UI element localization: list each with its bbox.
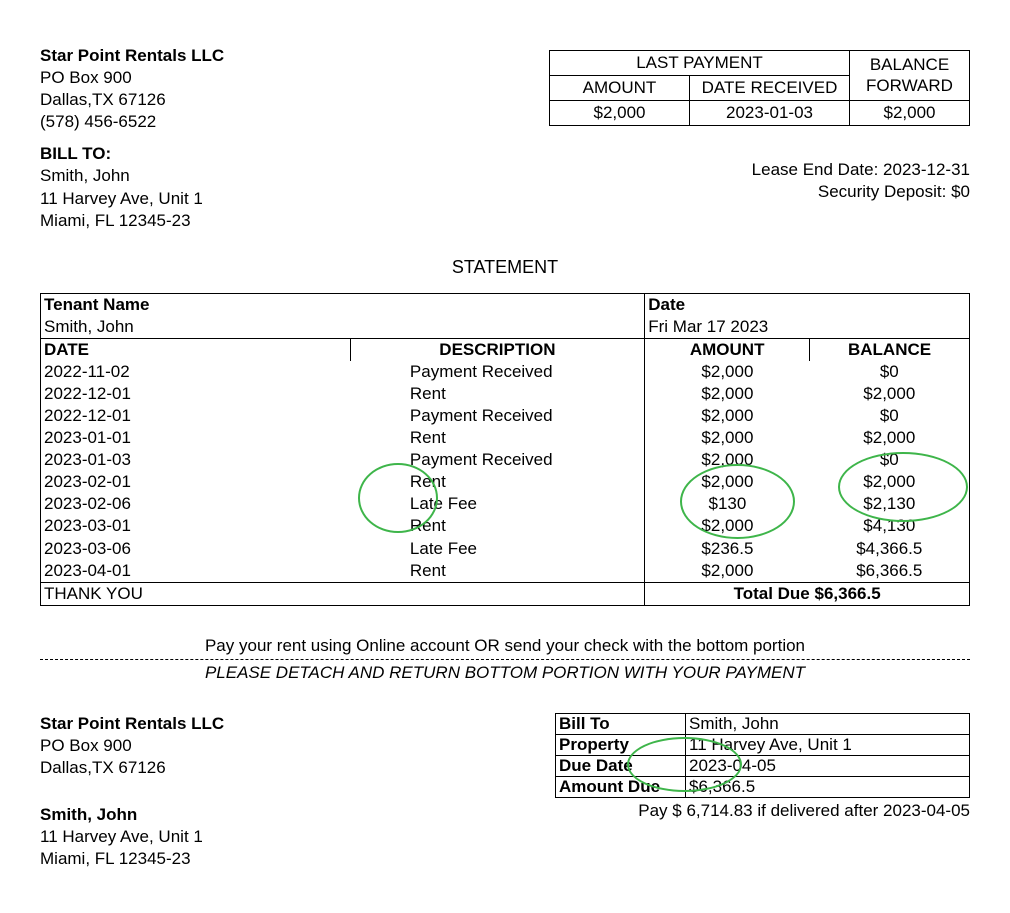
stmt-date-value: Fri Mar 17 2023	[645, 316, 970, 339]
lease-end-date: Lease End Date: 2023-12-31	[752, 159, 970, 181]
tx-description: Payment Received	[350, 449, 644, 471]
tx-description: Payment Received	[350, 361, 644, 383]
pay-instruction: Pay your rent using Online account OR se…	[40, 636, 970, 656]
statement-table: Tenant Name Date Smith, John Fri Mar 17 …	[40, 293, 970, 606]
tx-description: Rent	[350, 383, 644, 405]
tx-balance: $4,130	[810, 515, 969, 537]
balance-forward-label: BALANCE FORWARD	[850, 51, 970, 101]
tx-amount: $2,000	[645, 361, 809, 383]
tx-amount: $2,000	[645, 471, 809, 493]
last-payment-label: LAST PAYMENT	[550, 51, 850, 76]
bill-to-label: BILL TO:	[40, 143, 203, 165]
stub-billto-value: Smith, John	[686, 713, 970, 734]
tx-date: 2023-02-06	[41, 493, 350, 515]
company-address2: Dallas,TX 67126	[40, 89, 224, 111]
stub-property-value: 11 Harvey Ave, Unit 1	[686, 734, 970, 755]
stub-tenant-name: Smith, John	[40, 804, 224, 826]
bill-to-address1: 11 Harvey Ave, Unit 1	[40, 188, 203, 210]
summary-amount: $2,000	[550, 101, 690, 126]
tx-amount: $2,000	[645, 405, 809, 427]
security-deposit: Security Deposit: $0	[752, 181, 970, 203]
tx-amount: $2,000	[645, 560, 809, 582]
thank-you: THANK YOU	[41, 582, 645, 605]
tx-balance: $4,366.5	[810, 538, 969, 560]
tx-date: 2023-01-03	[41, 449, 350, 471]
detach-msg: PLEASE DETACH AND RETURN BOTTOM PORTION …	[40, 663, 970, 683]
summary-date-received: 2023-01-03	[690, 101, 850, 126]
tx-description: Late Fee	[350, 538, 644, 560]
tx-balance: $6,366.5	[810, 560, 969, 582]
stub-duedate-label: Due Date	[556, 755, 686, 776]
amount-label: AMOUNT	[550, 76, 690, 101]
stub-duedate-value: 2023-04-05	[686, 755, 970, 776]
detach-line-divider	[40, 659, 970, 660]
tx-amount: $2,000	[645, 427, 809, 449]
tx-balance: $2,000	[810, 427, 969, 449]
tx-date: 2023-04-01	[41, 560, 350, 582]
tx-amount: $2,000	[645, 515, 809, 537]
tx-description: Rent	[350, 427, 644, 449]
tx-amount: $2,000	[645, 383, 809, 405]
tx-date: 2023-03-06	[41, 538, 350, 560]
tx-date: 2023-03-01	[41, 515, 350, 537]
bill-to-block: BILL TO: Smith, John 11 Harvey Ave, Unit…	[40, 143, 203, 231]
tx-date: 2022-11-02	[41, 361, 350, 383]
col-description: DESCRIPTION	[350, 338, 645, 361]
tx-balance: $2,000	[810, 471, 969, 493]
tx-balance: $0	[810, 405, 969, 427]
stub-amountdue-label: Amount Due	[556, 776, 686, 797]
company-block: Star Point Rentals LLC PO Box 900 Dallas…	[40, 45, 224, 133]
bill-to-address2: Miami, FL 12345-23	[40, 210, 203, 232]
stub-company-addr1: PO Box 900	[40, 735, 224, 757]
tx-balance: $2,000	[810, 383, 969, 405]
tx-balance: $0	[810, 449, 969, 471]
tenant-name-label: Tenant Name	[41, 293, 645, 316]
col-amount: AMOUNT	[645, 338, 810, 361]
stub-company-addr2: Dallas,TX 67126	[40, 757, 224, 779]
tx-description: Late Fee	[350, 493, 644, 515]
tx-balance: $2,130	[810, 493, 969, 515]
company-name: Star Point Rentals LLC	[40, 45, 224, 67]
stub-pay-after-note: Pay $ 6,714.83 if delivered after 2023-0…	[555, 801, 970, 821]
company-address1: PO Box 900	[40, 67, 224, 89]
tx-balance: $0	[810, 361, 969, 383]
tx-date: 2022-12-01	[41, 405, 350, 427]
stub-company-name: Star Point Rentals LLC	[40, 713, 224, 735]
stub-table: Bill To Smith, John Property 11 Harvey A…	[555, 713, 970, 798]
tx-description: Rent	[350, 471, 644, 493]
stub-billto-label: Bill To	[556, 713, 686, 734]
tx-description: Rent	[350, 515, 644, 537]
summary-table: LAST PAYMENT BALANCE FORWARD AMOUNT DATE…	[549, 50, 970, 126]
stub-property-label: Property	[556, 734, 686, 755]
col-date: DATE	[41, 338, 351, 361]
tx-date: 2023-02-01	[41, 471, 350, 493]
stub-tenant-addr2: Miami, FL 12345-23	[40, 848, 224, 870]
company-phone: (578) 456-6522	[40, 111, 224, 133]
tx-amount: $236.5	[645, 538, 809, 560]
stmt-date-label: Date	[645, 293, 970, 316]
tx-description: Payment Received	[350, 405, 644, 427]
date-received-label: DATE RECEIVED	[690, 76, 850, 101]
summary-balance-forward: $2,000	[850, 101, 970, 126]
col-balance: BALANCE	[810, 338, 970, 361]
tx-amount: $2,000	[645, 449, 809, 471]
tx-description: Rent	[350, 560, 644, 582]
stub-tenant-addr1: 11 Harvey Ave, Unit 1	[40, 826, 224, 848]
tx-amount: $130	[645, 493, 809, 515]
lease-info: Lease End Date: 2023-12-31 Security Depo…	[752, 159, 970, 231]
bill-to-name: Smith, John	[40, 165, 203, 187]
tx-date: 2022-12-01	[41, 383, 350, 405]
tx-date: 2023-01-01	[41, 427, 350, 449]
tenant-name-value: Smith, John	[41, 316, 645, 339]
stub-amountdue-value: $6,366.5	[686, 776, 970, 797]
total-due: Total Due $6,366.5	[645, 582, 970, 605]
statement-title: STATEMENT	[40, 257, 970, 278]
